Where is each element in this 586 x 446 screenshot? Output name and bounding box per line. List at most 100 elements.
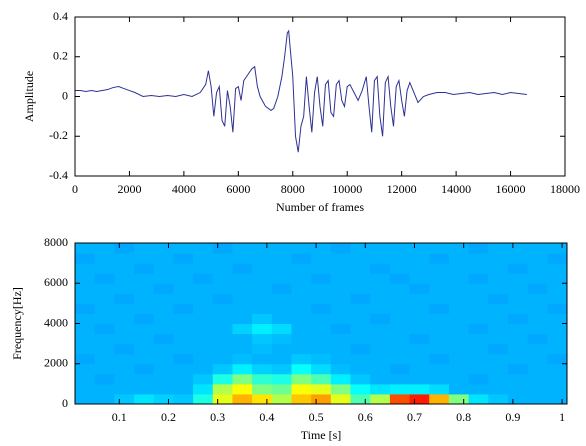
spectrogram-cell: [114, 243, 135, 254]
spectrogram-cell: [193, 313, 214, 324]
spectrogram-cell: [311, 353, 332, 365]
spectrogram-cell: [330, 263, 352, 274]
spectrogram-cell: [252, 313, 273, 324]
spectrogram-cell: [252, 303, 273, 314]
spectrogram-cell: [547, 353, 567, 365]
spectrogram-cell: [291, 383, 312, 395]
spectrogram-cell: [153, 313, 174, 324]
spectrogram-cell: [193, 373, 214, 385]
spectrogram-cell: [232, 383, 253, 395]
spectrogram-cell: [527, 283, 548, 294]
spectrogram-cell: [75, 253, 96, 264]
spectrogram-cell: [527, 343, 548, 355]
spectrogram-cell: [448, 323, 470, 335]
x-tick-label: 1: [559, 410, 565, 424]
spectrogram-cell: [389, 243, 411, 254]
spectrogram-cell: [75, 353, 96, 365]
spectrogram-cell: [311, 283, 332, 294]
spectrogram-cell: [134, 253, 155, 264]
y-tick-label: 8000: [44, 235, 68, 249]
y-tick-label: 0: [62, 396, 68, 410]
spectrogram-cell: [330, 383, 352, 395]
spectrogram-cell: [370, 313, 391, 324]
spectrogram-cell: [173, 333, 194, 345]
spectrogram-cell: [291, 283, 312, 294]
spectrogram-cell: [252, 353, 273, 365]
spectrogram-cell: [488, 363, 509, 375]
spectrogram-cell: [527, 333, 548, 345]
spectrogram-cell: [232, 293, 253, 304]
y-tick-label: -0.2: [49, 128, 68, 142]
spectrogram-cell: [232, 243, 253, 254]
spectrogram-cell: [468, 363, 489, 375]
y-tick-label: 0.2: [53, 49, 68, 63]
spectrogram-cell: [75, 333, 96, 345]
spectrogram-cell: [527, 313, 548, 324]
spectrogram-cell: [507, 333, 529, 345]
spectrogram-cell: [153, 303, 174, 314]
spectrogram-cell: [547, 373, 567, 385]
spectrogram-cell: [389, 313, 411, 324]
spectrogram-cell: [311, 273, 332, 284]
spectrogram-cell: [75, 373, 96, 385]
spectrogram-cell: [193, 283, 214, 294]
spectrogram-cell: [153, 393, 174, 404]
spectrogram-cell: [330, 343, 352, 355]
x-tick-label: 0.9: [505, 410, 520, 424]
spectrogram-cell: [173, 263, 194, 274]
spectrogram-cell: [94, 253, 115, 264]
spectrogram-cell: [153, 373, 174, 385]
spectrogram-cell: [350, 273, 371, 284]
spectrogram-cell: [75, 313, 96, 324]
spectrogram-cell: [527, 393, 548, 404]
spectrogram-cell: [389, 323, 411, 335]
spectrogram-cell: [173, 353, 194, 365]
spectrogram-cell: [291, 303, 312, 314]
spectrogram-cell: [153, 343, 174, 355]
spectrogram-cell: [212, 383, 233, 395]
spectrogram-cell: [94, 323, 115, 335]
spectrogram-cell: [527, 243, 548, 254]
spectrogram-cell: [114, 293, 135, 304]
spectrogram-cell: [271, 383, 292, 395]
spectrogram-cell: [330, 363, 352, 375]
spectrogram-cell: [409, 373, 430, 385]
spectrogram-cell: [389, 253, 411, 264]
spectrogram-cell: [252, 293, 273, 304]
spectrogram-cell: [370, 383, 391, 395]
spectrogram-cell: [409, 273, 430, 284]
spectrogram-cell: [291, 393, 312, 404]
spectrogram-cell: [448, 303, 470, 314]
spectrogram-cell: [547, 313, 567, 324]
spectrogram-cell: [330, 313, 352, 324]
x-tick-label: 0.5: [309, 410, 324, 424]
spectrogram-cell: [252, 273, 273, 284]
spectrogram-cell: [429, 283, 450, 294]
spectrogram-cell: [193, 393, 214, 404]
spectrogram-cell: [488, 283, 509, 294]
spectrogram-cell: [409, 243, 430, 254]
spectrogram-cell: [75, 383, 96, 395]
spectrogram-cell: [547, 343, 567, 355]
spectrogram-cell: [527, 323, 548, 335]
spectrogram-cell: [134, 303, 155, 314]
spectrogram-cell: [232, 343, 253, 355]
spectrogram-cell: [193, 363, 214, 375]
spectrogram-cell: [468, 373, 489, 385]
spectrogram-cell: [350, 263, 371, 274]
spectrogram-cell: [252, 283, 273, 294]
spectrogram-cell: [330, 323, 352, 335]
spectrogram-cell: [350, 343, 371, 355]
spectrogram-cell: [75, 393, 96, 404]
spectrogram-cell: [271, 363, 292, 375]
spectrogram-cell: [291, 363, 312, 375]
spectrogram-cell: [173, 363, 194, 375]
spectrogram-cell: [507, 283, 529, 294]
spectrogram-cell: [448, 333, 470, 345]
spectrogram-cell: [193, 353, 214, 365]
spectrogram-cell: [271, 333, 292, 345]
spectrogram-cell: [75, 243, 96, 254]
spectrogram-cell: [252, 363, 273, 375]
spectrogram-cell: [212, 333, 233, 345]
spectrogram-cell: [429, 293, 450, 304]
